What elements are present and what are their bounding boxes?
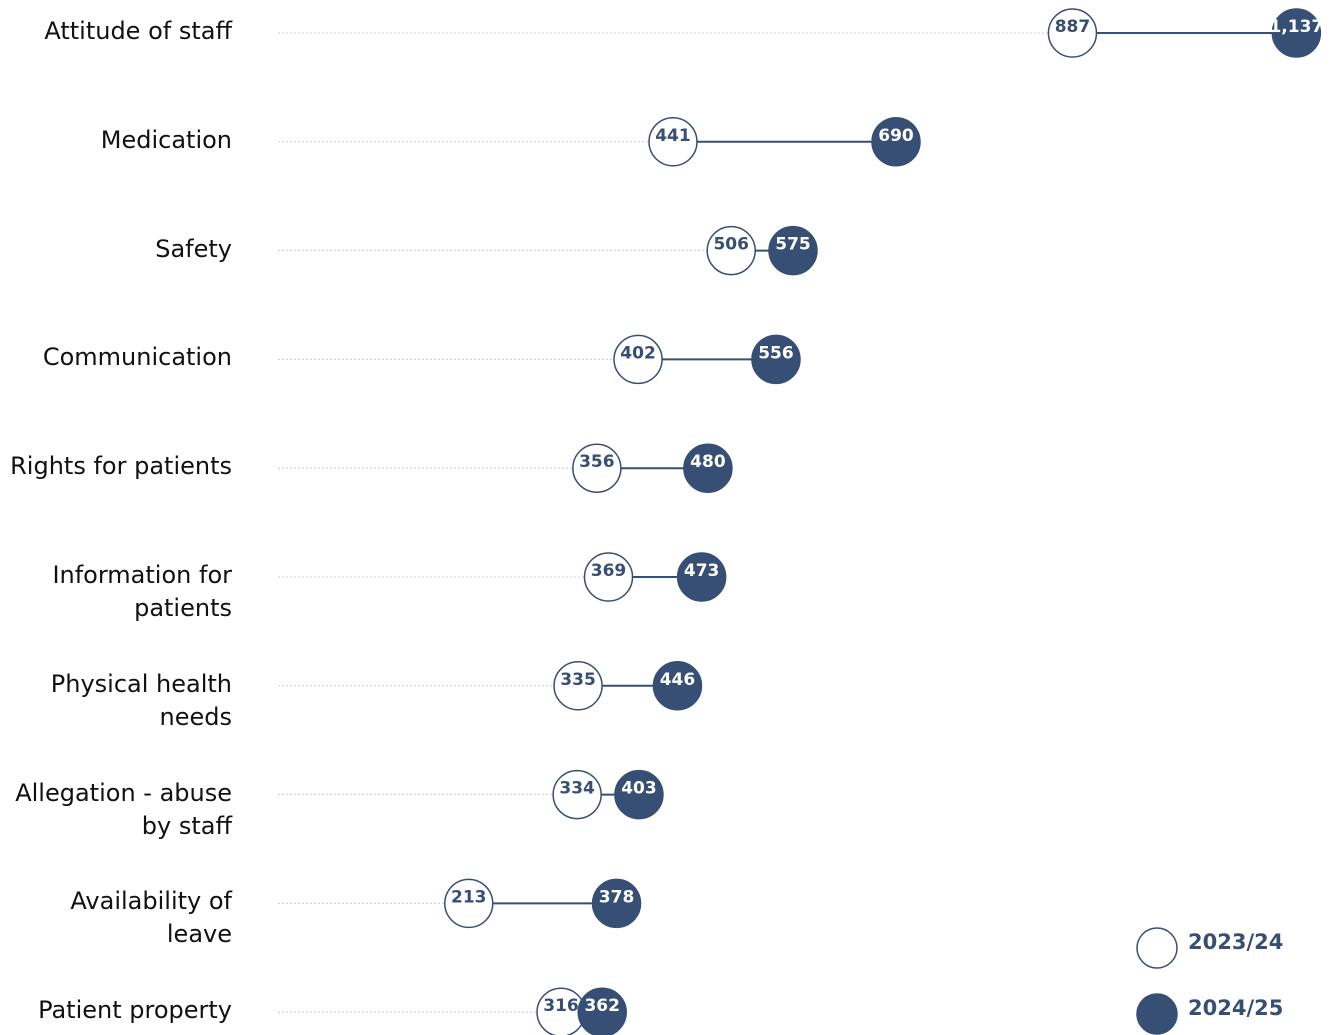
dot [706, 225, 756, 276]
dot [751, 334, 801, 385]
category-label: Patient property [38, 996, 232, 1025]
value-label: 887 [1055, 17, 1091, 37]
category-label: Rights for patients [10, 452, 232, 481]
dot [444, 878, 494, 929]
value-label: 369 [591, 561, 627, 581]
value-label: 480 [690, 452, 726, 472]
category-label: Communication [42, 343, 232, 372]
category-label: Medication [100, 125, 232, 154]
category-label: Safety [155, 234, 232, 263]
value-label: 403 [621, 779, 657, 799]
dot [614, 769, 664, 820]
value-label: 402 [620, 343, 656, 363]
value-label: 690 [878, 126, 914, 146]
dot [683, 443, 733, 493]
dot [583, 552, 634, 602]
value-label: 334 [559, 779, 595, 799]
dot [572, 443, 622, 493]
legend-marker [1136, 993, 1178, 1035]
dot [1047, 8, 1098, 58]
dot [871, 117, 921, 167]
value-label: 213 [451, 887, 487, 907]
value-label: 441 [655, 126, 691, 146]
dot [1271, 8, 1322, 58]
dot [577, 987, 627, 1035]
dot [652, 661, 703, 711]
value-label: 446 [660, 670, 696, 690]
value-label: 1,137 [1269, 17, 1323, 37]
legend-marker [1136, 927, 1178, 969]
value-label: 473 [684, 561, 720, 581]
category-label: Availability of leave [70, 887, 232, 949]
category-label: Information for patients [52, 561, 232, 622]
dot [591, 878, 642, 929]
value-label: 362 [584, 996, 620, 1016]
value-label: 335 [560, 670, 596, 690]
legend-label: 2023/24 [1188, 930, 1283, 954]
dot [648, 117, 698, 167]
value-label: 316 [543, 996, 579, 1016]
dot [768, 225, 818, 276]
legend-label: 2024/25 [1188, 996, 1283, 1020]
value-label: 506 [713, 235, 749, 255]
category-label: Physical health needs [50, 669, 232, 731]
value-label: 575 [775, 235, 811, 255]
dot [552, 769, 602, 820]
dot [553, 661, 603, 711]
dot [613, 334, 663, 385]
dot [676, 552, 727, 602]
category-label: Allegation - abuse by staff [15, 778, 232, 840]
value-label: 356 [579, 452, 615, 472]
value-label: 378 [599, 887, 635, 907]
category-label: Attitude of staff [44, 17, 232, 45]
value-label: 556 [758, 343, 794, 363]
